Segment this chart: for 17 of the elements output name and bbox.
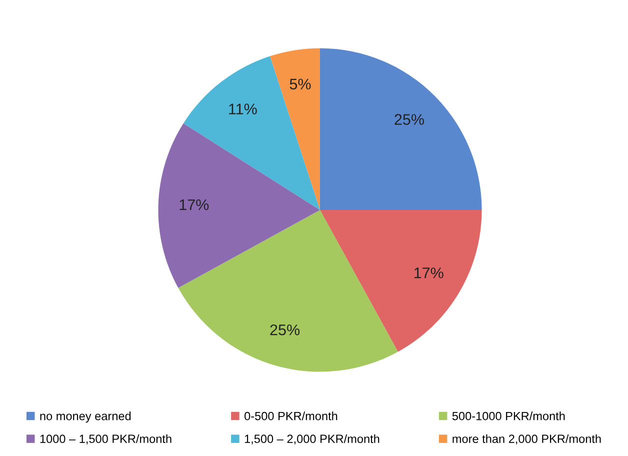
pie-slice (158, 123, 320, 288)
legend-label: 1,500 – 2,000 PKR/month (244, 434, 380, 444)
pie-slice (178, 210, 398, 372)
legend-label: more than 2,000 PKR/month (452, 434, 601, 444)
data-label: 17% (180, 199, 209, 210)
data-label: 25% (394, 114, 424, 125)
pie-slice (320, 210, 482, 352)
legend-label: no money earned (40, 412, 131, 423)
pie-slice (320, 48, 482, 210)
pie-slice (270, 48, 320, 210)
data-label: 11% (229, 104, 257, 114)
legend-label: 0-500 PKR/month (244, 412, 338, 420)
data-label: 25% (270, 324, 300, 336)
data-label: 5% (290, 78, 311, 90)
legend-label: 500-1000 PKR/month (452, 412, 565, 420)
data-label: 17% (414, 268, 444, 278)
legend-label: 1000 – 1,500 PKR/month (40, 434, 172, 444)
